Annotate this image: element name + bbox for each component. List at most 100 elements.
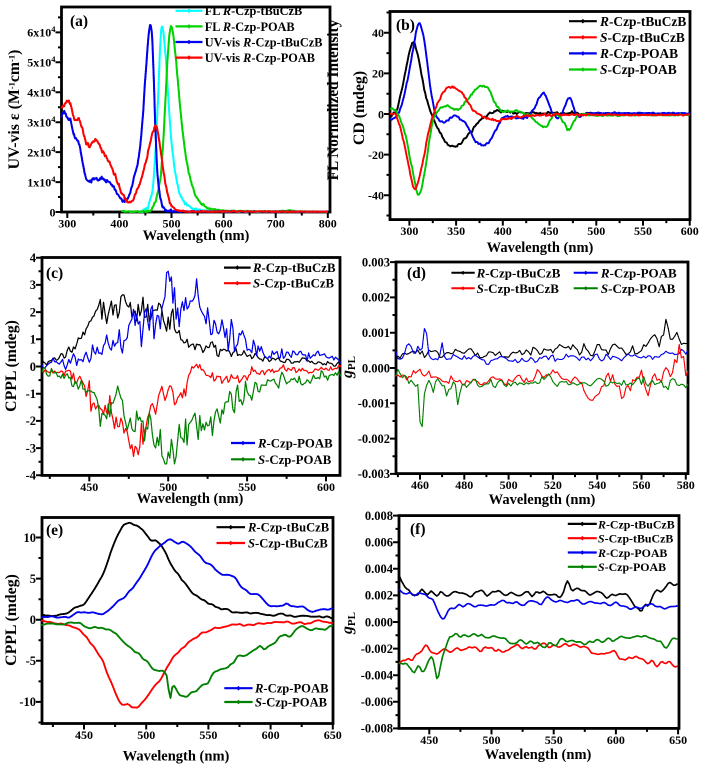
- svg-text:-4: -4: [26, 469, 37, 483]
- svg-text:40: 40: [372, 26, 384, 40]
- svg-text:R-Czp-tBuCzB: R-Czp-tBuCzB: [597, 517, 675, 531]
- svg-text:2x104: 2x104: [27, 144, 56, 160]
- svg-text:500: 500: [483, 733, 501, 747]
- svg-text:-5: -5: [26, 654, 36, 668]
- svg-text:0: 0: [30, 613, 36, 627]
- svg-text:(d): (d): [407, 265, 426, 282]
- svg-text:R-Czp-tBuCzB: R-Czp-tBuCzB: [247, 521, 330, 535]
- svg-text:450: 450: [75, 728, 93, 742]
- svg-text:S-Czp-POAB: S-Czp-POAB: [598, 560, 666, 574]
- svg-text:S-Czp-tBuCzB: S-Czp-tBuCzB: [477, 281, 560, 296]
- svg-text:450: 450: [420, 733, 438, 747]
- svg-text:-20: -20: [368, 148, 384, 162]
- svg-text:580: 580: [677, 478, 695, 492]
- svg-text:500: 500: [137, 728, 155, 742]
- svg-text:450: 450: [80, 480, 98, 494]
- svg-text:Wavelength (nm): Wavelength (nm): [487, 240, 594, 256]
- svg-text:-1: -1: [26, 387, 36, 401]
- svg-text:500: 500: [587, 224, 605, 238]
- svg-text:FL Normalized Intensity: FL Normalized Intensity: [325, 19, 342, 180]
- svg-text:R-Czp-tBuCzB: R-Czp-tBuCzB: [252, 261, 336, 275]
- svg-text:0.000: 0.000: [365, 615, 393, 629]
- svg-text:-0.002: -0.002: [361, 642, 393, 656]
- svg-text:4: 4: [30, 251, 37, 265]
- svg-text:500: 500: [500, 478, 518, 492]
- svg-text:10: 10: [24, 531, 37, 545]
- svg-text:0.002: 0.002: [365, 589, 393, 603]
- svg-text:450: 450: [541, 224, 559, 238]
- svg-text:(e): (e): [46, 522, 63, 539]
- svg-text:480: 480: [455, 478, 473, 492]
- svg-text:S-Czp-tBuCzB: S-Czp-tBuCzB: [248, 537, 328, 551]
- svg-text:400: 400: [494, 224, 512, 238]
- svg-text:6x104: 6x104: [27, 24, 56, 40]
- svg-text:Wavelength (nm): Wavelength (nm): [489, 492, 596, 508]
- svg-text:S-Czp-POAB: S-Czp-POAB: [600, 62, 677, 77]
- svg-text:S-Czp-tBuCzB: S-Czp-tBuCzB: [598, 532, 673, 546]
- svg-text:-2: -2: [26, 414, 36, 428]
- svg-text:20: 20: [372, 67, 384, 81]
- svg-text:S-Czp-tBuCzB: S-Czp-tBuCzB: [600, 30, 685, 45]
- svg-text:(b): (b): [396, 17, 415, 34]
- svg-text:FL R-Czp-tBuCzB: FL R-Czp-tBuCzB: [205, 4, 302, 18]
- svg-text:0.003: 0.003: [362, 255, 390, 269]
- svg-text:800: 800: [319, 217, 337, 231]
- svg-text:-0.008: -0.008: [361, 722, 393, 736]
- svg-text:Wavelength (nm): Wavelength (nm): [137, 491, 244, 507]
- svg-text:gPL: gPL: [339, 612, 358, 635]
- svg-text:4x104: 4x104: [27, 84, 56, 100]
- svg-text:500: 500: [159, 480, 177, 494]
- svg-text:-0.003: -0.003: [358, 467, 390, 481]
- svg-text:R-Czp-POAB: R-Czp-POAB: [597, 546, 667, 560]
- svg-text:650: 650: [324, 728, 342, 742]
- svg-text:2: 2: [30, 305, 36, 319]
- svg-text:0: 0: [50, 205, 56, 219]
- svg-text:650: 650: [669, 733, 687, 747]
- svg-text:540: 540: [588, 478, 606, 492]
- svg-text:1: 1: [30, 333, 36, 347]
- svg-text:Wavelength (nm): Wavelength (nm): [143, 228, 250, 244]
- svg-text:3x104: 3x104: [27, 114, 56, 130]
- svg-text:0.001: 0.001: [362, 326, 390, 340]
- svg-text:R-Czp-tBuCzB: R-Czp-tBuCzB: [476, 265, 561, 280]
- svg-text:520: 520: [544, 478, 562, 492]
- svg-text:560: 560: [633, 478, 651, 492]
- svg-text:400: 400: [110, 217, 128, 231]
- svg-text:600: 600: [317, 480, 335, 494]
- svg-text:-10: -10: [19, 695, 36, 709]
- svg-text:350: 350: [447, 224, 465, 238]
- svg-text:700: 700: [267, 217, 285, 231]
- svg-text:CD (mdeg): CD (mdeg): [351, 71, 368, 145]
- svg-text:5x104: 5x104: [27, 54, 56, 70]
- svg-text:UV-vis R-Czp-POAB: UV-vis R-Czp-POAB: [205, 51, 315, 65]
- svg-text:0.008: 0.008: [365, 509, 393, 523]
- svg-text:-40: -40: [368, 189, 384, 203]
- svg-text:R-Czp-tBuCzB: R-Czp-tBuCzB: [599, 14, 686, 29]
- svg-text:550: 550: [199, 728, 217, 742]
- svg-text:-0.006: -0.006: [361, 695, 393, 709]
- svg-text:600: 600: [681, 224, 699, 238]
- svg-text:S-Czp-POAB: S-Czp-POAB: [258, 453, 332, 467]
- svg-text:3: 3: [30, 278, 36, 292]
- svg-text:gPL: gPL: [339, 356, 358, 379]
- svg-text:0.002: 0.002: [362, 291, 390, 305]
- svg-text:0: 0: [30, 360, 36, 374]
- svg-text:600: 600: [607, 733, 625, 747]
- svg-text:-3: -3: [26, 441, 36, 455]
- svg-text:S-Czp-tBuCzB: S-Czp-tBuCzB: [253, 277, 335, 291]
- svg-text:R-Czp-POAB: R-Czp-POAB: [599, 46, 678, 61]
- svg-text:0.006: 0.006: [365, 536, 393, 550]
- svg-text:UV-vis R-Czp-tBuCzB: UV-vis R-Czp-tBuCzB: [205, 35, 323, 49]
- svg-text:550: 550: [545, 733, 563, 747]
- svg-text:5: 5: [30, 572, 36, 586]
- svg-text:Wavelength (nm): Wavelength (nm): [485, 747, 592, 763]
- svg-text:1x104: 1x104: [27, 174, 56, 190]
- svg-text:Wavelength (nm): Wavelength (nm): [123, 749, 230, 765]
- svg-text:0.004: 0.004: [365, 562, 394, 576]
- svg-text:-0.002: -0.002: [358, 432, 390, 446]
- svg-text:(a): (a): [70, 13, 88, 30]
- svg-text:R-Czp-POAB: R-Czp-POAB: [254, 682, 329, 696]
- svg-text:(c): (c): [46, 265, 63, 282]
- svg-text:-0.001: -0.001: [358, 397, 390, 411]
- svg-text:460: 460: [411, 478, 429, 492]
